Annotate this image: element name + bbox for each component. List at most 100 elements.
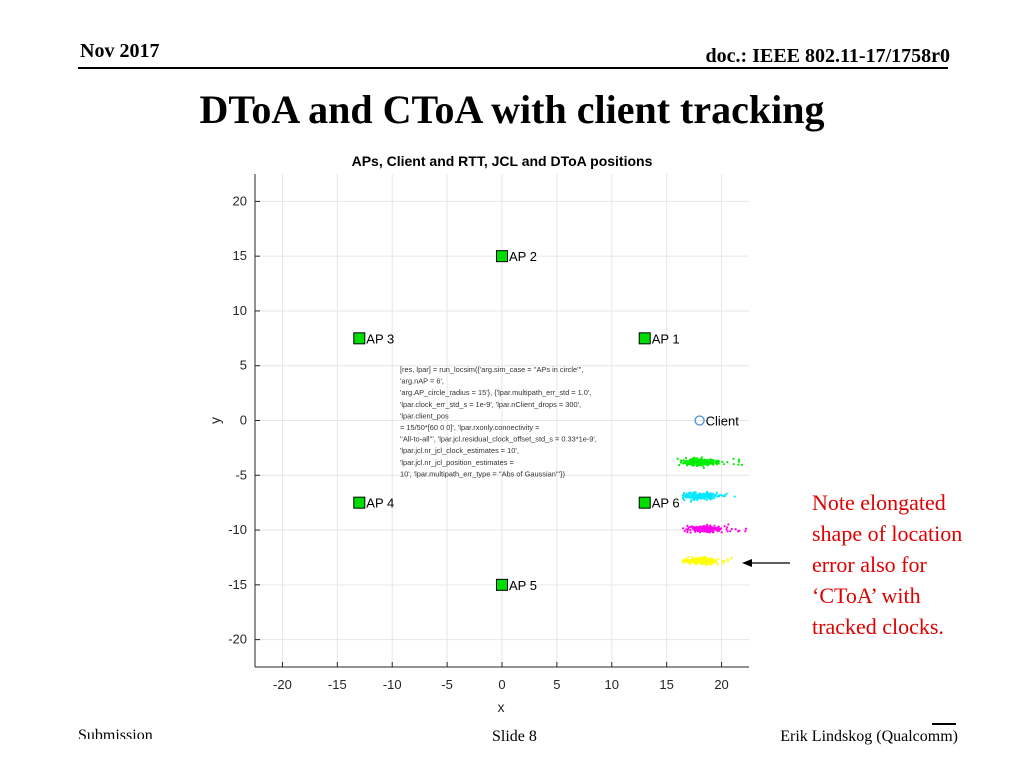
cluster-point-green (699, 460, 702, 463)
cluster-point-yellow (699, 557, 702, 560)
cluster-point-yellow (726, 560, 730, 563)
ap-label: AP 6 (652, 496, 680, 511)
y-tick-label: 10 (233, 303, 247, 318)
cluster-point-green (726, 461, 729, 464)
cluster-point-cyan (693, 498, 696, 501)
cluster-point-yellow (721, 560, 724, 563)
cluster-point-green (721, 460, 724, 463)
code-annotation-line: 'lpar.clock_err_std_s = 1e-9', 'lpar.nCl… (400, 400, 581, 409)
cluster-point-cyan (694, 495, 698, 498)
cluster-point-yellow (703, 561, 706, 564)
cluster-point-magenta (689, 531, 692, 534)
ap-label: AP 2 (509, 249, 537, 264)
cluster-point-cyan (693, 491, 696, 494)
cluster-point-cyan (721, 494, 724, 497)
cluster-point-yellow (705, 563, 708, 566)
footer-author: Erik Lindskog (Qualcomm) (780, 728, 958, 745)
cluster-point-cyan (700, 497, 703, 500)
cluster-point-yellow (711, 561, 714, 564)
ap-label: AP 4 (366, 496, 394, 511)
cluster-point-yellow (684, 557, 688, 561)
cluster-point-green (679, 461, 683, 464)
cluster-point-green (737, 460, 740, 463)
cluster-point-magenta (697, 527, 700, 530)
x-tick-label: 10 (605, 677, 619, 692)
cluster-point-magenta (708, 529, 711, 532)
cluster-point-cyan (708, 494, 712, 497)
cluster-point-yellow (710, 559, 713, 562)
code-annotation-line: ''All-to-all''', 'lpar.jcl.residual_cloc… (400, 435, 597, 444)
cluster-point-green (714, 461, 717, 464)
ap-label: AP 1 (652, 331, 680, 346)
ap-label: AP 5 (509, 578, 537, 593)
cluster-point-green (716, 461, 719, 464)
cluster-point-magenta (690, 525, 693, 528)
cluster-point-green (705, 462, 708, 465)
cluster-point-magenta (696, 529, 700, 533)
cluster-point-magenta (718, 527, 721, 531)
cluster-point-yellow (682, 559, 685, 562)
x-tick-label: 5 (553, 677, 560, 692)
x-tick-label: -10 (383, 677, 402, 692)
x-tick-label: -20 (273, 677, 292, 692)
cluster-point-cyan (710, 492, 713, 495)
y-tick-label: 20 (233, 193, 247, 208)
y-tick-label: 5 (240, 358, 247, 373)
cluster-point-yellow (686, 555, 690, 559)
x-tick-label: -5 (441, 677, 453, 692)
cluster-point-yellow (730, 556, 733, 560)
cluster-point-magenta (694, 527, 697, 530)
cluster-point-cyan (691, 493, 694, 496)
ap-marker (638, 332, 651, 345)
code-annotation-line: 10', 'lpar.multipath_err_type = ''Abs of… (400, 469, 565, 478)
cluster-point-magenta (711, 528, 714, 532)
cluster-point-yellow (695, 560, 698, 563)
code-annotation-line: 'lpar.client_pos (400, 411, 449, 420)
cluster-point-yellow (709, 563, 713, 566)
cluster-point-cyan (702, 495, 706, 498)
cluster-point-green (701, 459, 704, 462)
cluster-point-green (737, 463, 740, 466)
code-annotation-line: [res, lpar] = run_locsim({'arg.sim_case … (400, 365, 583, 374)
cluster-point-green (732, 457, 735, 460)
cluster-point-cyan (714, 493, 718, 496)
cluster-point-green (695, 462, 698, 465)
cluster-point-magenta (682, 527, 685, 530)
y-tick-label: -20 (228, 632, 247, 647)
cluster-point-green (737, 458, 741, 461)
client-marker (694, 415, 705, 426)
cluster-point-green (702, 466, 705, 469)
cluster-point-green (685, 459, 688, 462)
cluster-point-green (685, 462, 688, 465)
cluster-point-cyan (713, 497, 716, 500)
cluster-point-magenta (701, 530, 704, 533)
cluster-point-cyan (705, 496, 708, 499)
cluster-point-green (700, 456, 703, 459)
cluster-point-magenta (726, 530, 729, 533)
cluster-point-green (722, 463, 726, 466)
cluster-point-green (732, 462, 735, 466)
cluster-point-green (680, 459, 683, 462)
cluster-point-cyan (698, 495, 701, 498)
cluster-point-green (740, 463, 743, 467)
code-annotation-line: 'arg.nAP = 6', (400, 377, 444, 386)
code-annotation-line: 'arg.AP_circle_radius = 15'}, {'lpar.mul… (400, 388, 591, 397)
cluster-point-cyan (682, 494, 685, 497)
cluster-point-cyan (713, 495, 716, 498)
cluster-point-magenta (744, 527, 748, 530)
cluster-point-magenta (726, 526, 729, 529)
footer-submission: Submission (78, 727, 153, 739)
cluster-point-yellow (716, 563, 719, 566)
cluster-point-cyan (709, 498, 712, 501)
cluster-point-green (692, 460, 695, 464)
cluster-point-magenta (720, 531, 723, 534)
cluster-point-yellow (701, 556, 704, 559)
cluster-point-cyan (702, 496, 705, 500)
cluster-point-green (682, 459, 685, 462)
y-tick-label: 15 (233, 248, 247, 263)
cluster-point-cyan (682, 496, 685, 499)
cluster-point-magenta (686, 528, 689, 532)
cluster-point-yellow (694, 563, 698, 566)
cluster-point-magenta (683, 530, 686, 533)
cluster-point-cyan (683, 499, 686, 502)
